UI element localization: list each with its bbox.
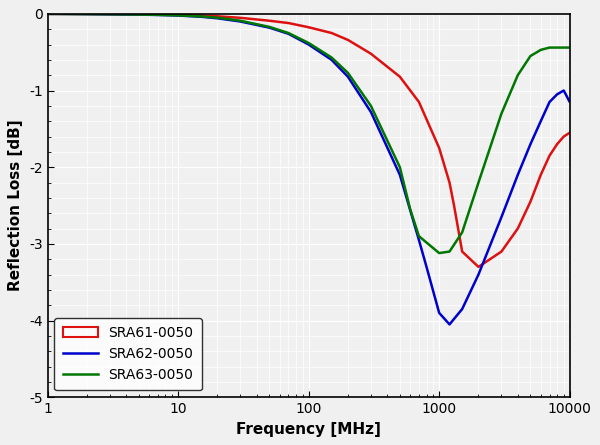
SRA61-0050 [546, 153, 553, 158]
SRA63-0050 [197, 14, 205, 19]
SRA62-0050 [436, 310, 443, 316]
SRA62-0050 [553, 92, 560, 97]
SRA63-0050 [175, 13, 182, 18]
SRA63-0050 [344, 70, 352, 76]
SRA61-0050 [154, 12, 161, 17]
SRA63-0050 [154, 12, 161, 17]
SRA61-0050 [44, 11, 51, 16]
SRA61-0050 [305, 24, 312, 30]
SRA63-0050 [237, 18, 244, 24]
SRA61-0050 [344, 37, 352, 43]
SRA63-0050 [415, 234, 422, 239]
SRA61-0050 [83, 11, 91, 16]
SRA62-0050 [214, 16, 221, 21]
SRA63-0050 [135, 12, 142, 17]
Line: SRA61-0050: SRA61-0050 [47, 14, 570, 267]
SRA62-0050 [423, 264, 430, 270]
SRA62-0050 [566, 99, 574, 105]
SRA62-0050 [106, 12, 113, 17]
SRA61-0050 [396, 74, 403, 79]
SRA61-0050 [446, 180, 453, 185]
SRA62-0050 [175, 13, 182, 18]
SRA63-0050 [458, 230, 466, 235]
SRA61-0050 [106, 12, 113, 17]
SRA63-0050 [106, 12, 113, 17]
SRA63-0050 [475, 180, 482, 185]
SRA63-0050 [436, 251, 443, 256]
SRA61-0050 [566, 130, 574, 135]
SRA63-0050 [553, 45, 560, 50]
Legend: SRA61-0050, SRA62-0050, SRA63-0050: SRA61-0050, SRA62-0050, SRA63-0050 [55, 318, 202, 390]
Line: SRA63-0050: SRA63-0050 [47, 14, 570, 253]
SRA62-0050 [498, 214, 505, 220]
SRA62-0050 [328, 57, 335, 62]
SRA62-0050 [237, 19, 244, 24]
SRA62-0050 [514, 172, 521, 178]
SRA62-0050 [305, 42, 312, 47]
SRA63-0050 [566, 45, 574, 50]
SRA63-0050 [396, 165, 403, 170]
SRA62-0050 [458, 307, 466, 312]
SRA63-0050 [44, 11, 51, 16]
SRA63-0050 [537, 47, 544, 53]
X-axis label: Frequency [MHz]: Frequency [MHz] [236, 422, 381, 437]
SRA62-0050 [344, 74, 352, 79]
SRA63-0050 [305, 40, 312, 46]
SRA63-0050 [560, 45, 568, 50]
SRA61-0050 [367, 51, 374, 57]
SRA62-0050 [285, 31, 292, 36]
SRA63-0050 [285, 30, 292, 36]
SRA62-0050 [396, 172, 403, 178]
SRA61-0050 [436, 146, 443, 151]
SRA61-0050 [135, 12, 142, 17]
SRA61-0050 [197, 13, 205, 18]
SRA62-0050 [154, 12, 161, 18]
SRA62-0050 [367, 109, 374, 115]
SRA63-0050 [527, 53, 534, 59]
SRA63-0050 [498, 111, 505, 116]
SRA61-0050 [451, 203, 458, 208]
SRA61-0050 [537, 172, 544, 178]
SRA63-0050 [328, 55, 335, 60]
SRA61-0050 [328, 30, 335, 36]
SRA62-0050 [44, 11, 51, 16]
SRA62-0050 [560, 88, 568, 93]
SRA63-0050 [83, 12, 91, 17]
SRA61-0050 [527, 199, 534, 204]
SRA62-0050 [537, 118, 544, 124]
SRA62-0050 [135, 12, 142, 17]
SRA62-0050 [446, 322, 453, 327]
SRA63-0050 [214, 15, 221, 20]
SRA61-0050 [266, 18, 273, 24]
SRA63-0050 [446, 249, 453, 254]
SRA63-0050 [546, 45, 553, 50]
SRA62-0050 [527, 142, 534, 147]
SRA63-0050 [266, 24, 273, 29]
SRA61-0050 [237, 15, 244, 20]
SRA62-0050 [546, 99, 553, 105]
SRA62-0050 [266, 25, 273, 30]
SRA62-0050 [475, 272, 482, 277]
SRA61-0050 [560, 134, 568, 139]
SRA61-0050 [498, 249, 505, 254]
SRA63-0050 [407, 207, 414, 212]
SRA62-0050 [83, 12, 91, 17]
SRA61-0050 [514, 226, 521, 231]
SRA62-0050 [415, 237, 422, 243]
SRA61-0050 [175, 12, 182, 17]
SRA61-0050 [458, 249, 466, 254]
SRA61-0050 [285, 20, 292, 26]
Y-axis label: Reflection Loss [dB]: Reflection Loss [dB] [8, 120, 23, 291]
Line: SRA62-0050: SRA62-0050 [47, 14, 570, 324]
SRA61-0050 [415, 99, 422, 105]
SRA61-0050 [475, 264, 482, 270]
SRA63-0050 [367, 103, 374, 109]
SRA63-0050 [514, 73, 521, 78]
SRA62-0050 [197, 14, 205, 20]
SRA61-0050 [553, 142, 560, 147]
SRA61-0050 [214, 14, 221, 19]
